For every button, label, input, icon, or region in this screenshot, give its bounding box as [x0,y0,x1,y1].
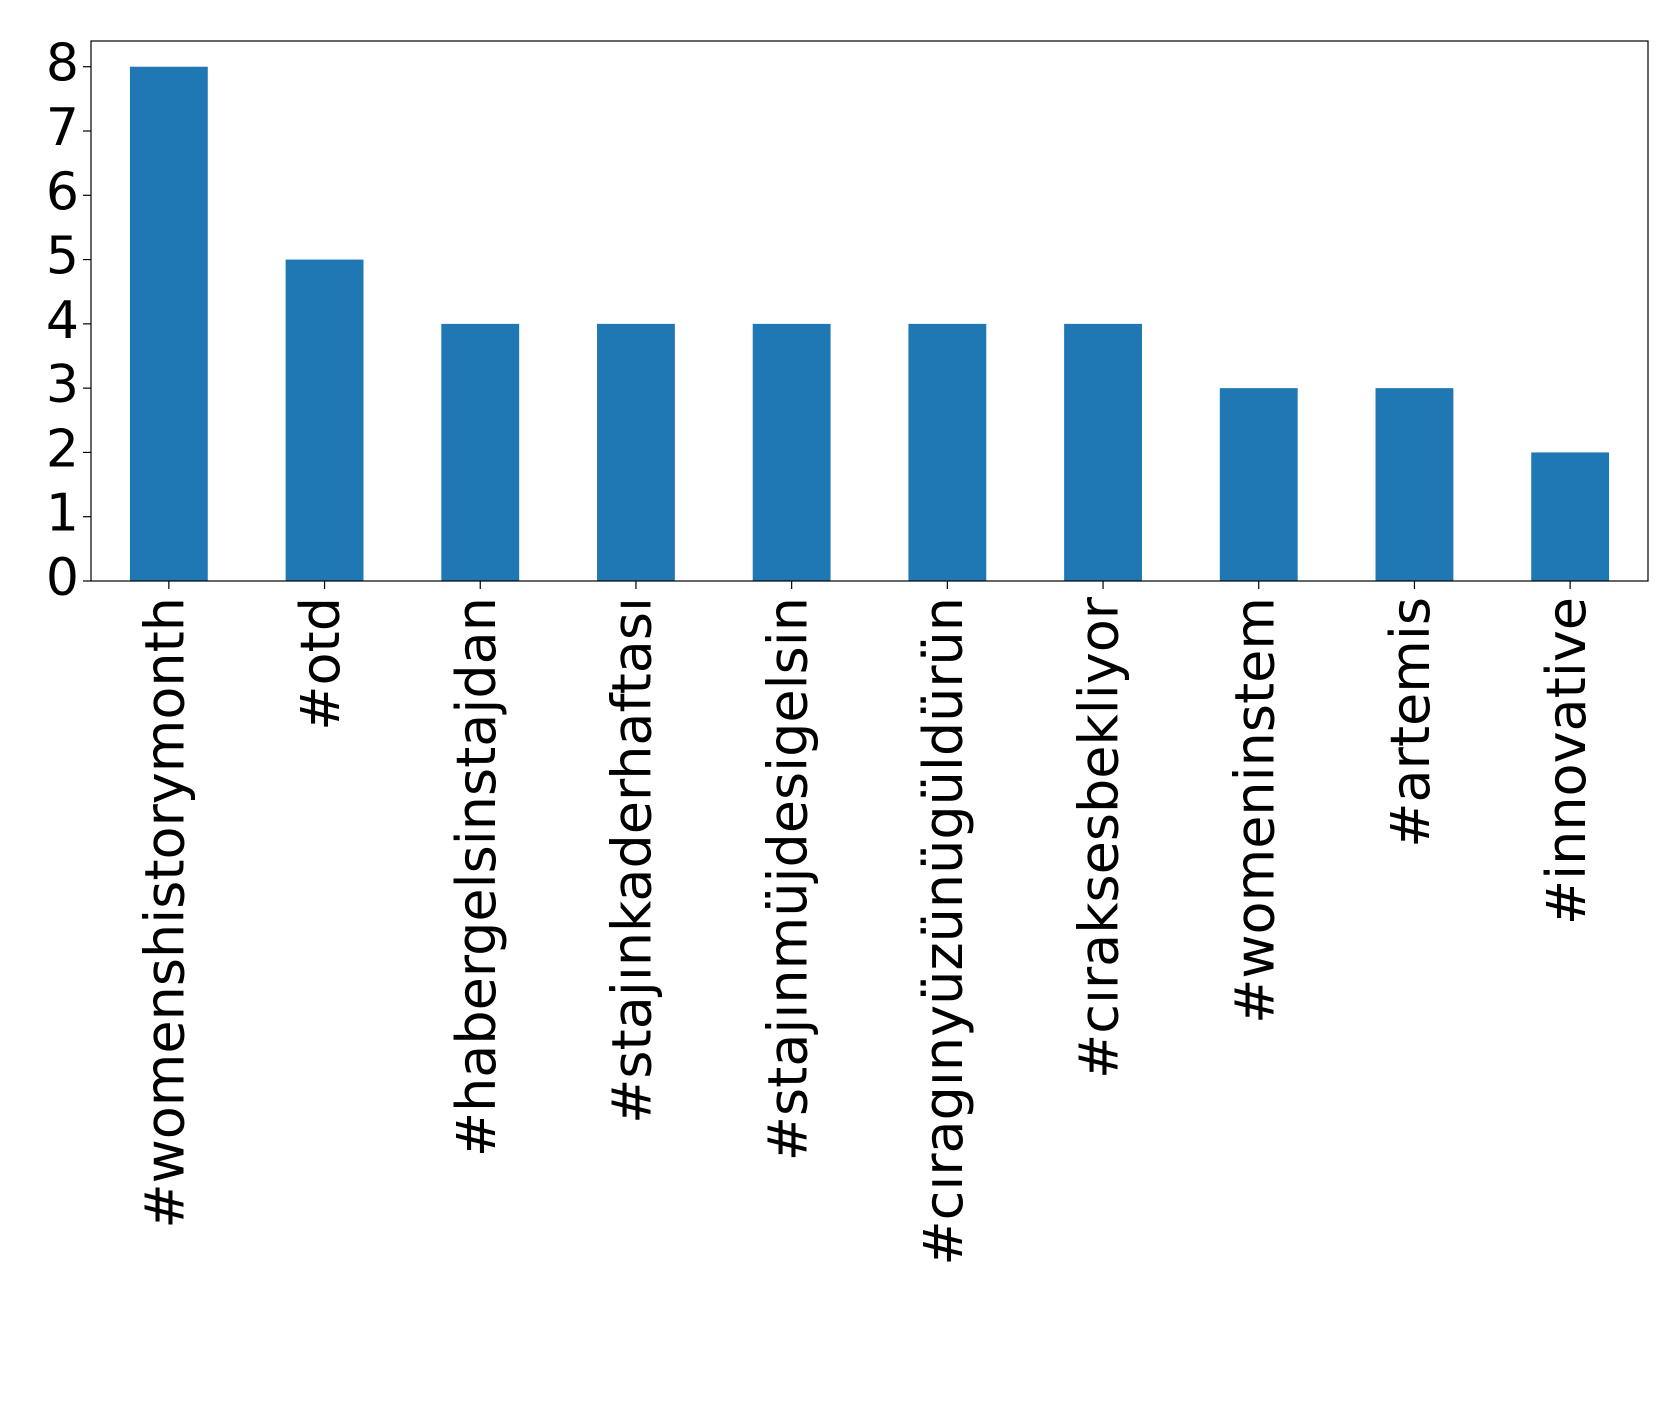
x-tick-label: #womenshistorymonth [133,597,196,1229]
x-tick-label: #cıragınyüzünügüldürün [912,597,975,1266]
bar [1375,388,1454,581]
bar [129,66,208,581]
x-tick-label: #otd [289,597,352,731]
bar [1531,452,1610,581]
x-tick-label: #stajınkaderhaftası [601,597,664,1124]
y-tick-label: 0 [46,548,79,608]
bar [597,323,675,581]
bar [285,259,364,581]
bar [1064,323,1142,581]
bar [1219,388,1298,581]
y-tick-label: 4 [46,291,79,351]
y-tick-label: 5 [46,227,79,287]
y-tick-label: 1 [46,484,79,544]
y-tick-label: 6 [46,162,79,222]
x-tick-label: #cıraksesbekliyor [1068,596,1131,1079]
bar [441,323,520,581]
x-tick-label: #womeninstem [1223,597,1286,1024]
y-tick-label: 8 [46,34,79,94]
x-tick-label: #artemis [1379,597,1442,848]
y-tick-label: 3 [46,355,79,415]
plot-frame [90,40,1649,582]
x-tick-label: #innovative [1535,597,1598,925]
y-tick-label: 7 [46,98,79,158]
x-tick-label: #habergelsinstajdan [445,597,508,1157]
bar [908,323,987,581]
x-tick-label: #stajınmüjdesigelsin [756,597,819,1161]
bar [752,323,831,581]
y-tick-label: 2 [46,419,79,479]
